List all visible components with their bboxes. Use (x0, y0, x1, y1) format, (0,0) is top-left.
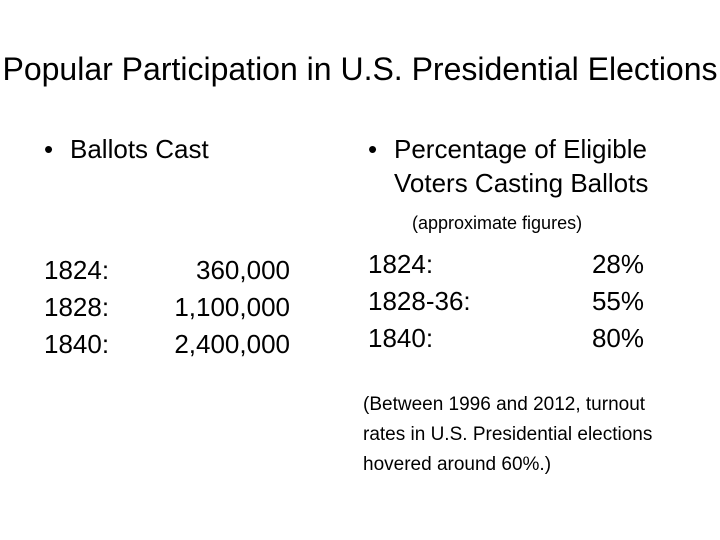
row-year: 1828: (44, 292, 110, 322)
slide-title: Popular Participation in U.S. Presidenti… (2, 51, 718, 87)
row-value: 2,400,000 (174, 329, 290, 359)
footnote-line-1: (Between 1996 and 2012, turnout (363, 394, 646, 415)
table-row: 1828: 1,100,000 (44, 291, 290, 328)
percentage-voters-heading: Percentage of Eligible Voters Casting Ba… (394, 132, 648, 200)
row-year: 1840: (44, 329, 110, 359)
turnout-footnote: (Between 1996 and 2012, turnout rates in… (363, 390, 683, 480)
table-row: 1840: 2,400,000 (44, 328, 290, 365)
footnote-line-2: rates in U.S. Presidential elections (363, 424, 653, 445)
row-value: 360,000 (196, 255, 290, 285)
percentage-heading-line-2: Voters Casting Ballots (394, 168, 649, 198)
row-year: 1828-36: (368, 286, 471, 316)
table-row: 1824: 360,000 (44, 254, 290, 291)
table-row: 1840: 80% (368, 322, 644, 359)
bullet-item-ballots-cast: • Ballots Cast (44, 132, 209, 166)
bullet-icon: • (368, 134, 378, 164)
table-row: 1824: 28% (368, 248, 644, 285)
table-row: 1828-36: 55% (368, 285, 644, 322)
footnote-line-3: hovered around 60%.) (363, 454, 552, 475)
ballots-cast-table: 1824: 360,000 1828: 1,100,000 1840: 2,40… (44, 254, 290, 365)
row-value: 28% (591, 249, 644, 279)
ballots-cast-heading: Ballots Cast (70, 134, 209, 164)
bullet-icon: • (44, 134, 54, 164)
approximate-figures-note: (approximate figures) (412, 213, 583, 233)
row-year: 1824: (368, 249, 434, 279)
row-year: 1840: (368, 323, 434, 353)
turnout-percentage-table: 1824: 28% 1828-36: 55% 1840: 80% (368, 248, 644, 359)
percentage-heading-line-1: Percentage of Eligible (394, 134, 647, 164)
row-value: 55% (591, 286, 644, 316)
row-value: 1,100,000 (174, 292, 290, 322)
row-value: 80% (591, 323, 644, 353)
bullet-item-percentage-voters: • Percentage of Eligible Voters Casting … (368, 132, 668, 200)
row-year: 1824: (44, 255, 110, 285)
